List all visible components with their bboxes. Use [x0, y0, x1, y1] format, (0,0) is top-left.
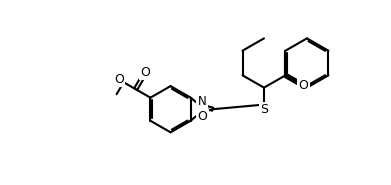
- Text: S: S: [260, 103, 268, 117]
- Text: O: O: [299, 79, 308, 92]
- Text: O: O: [140, 66, 150, 79]
- Text: O: O: [114, 73, 124, 86]
- Text: N: N: [197, 95, 206, 108]
- Text: O: O: [198, 110, 208, 123]
